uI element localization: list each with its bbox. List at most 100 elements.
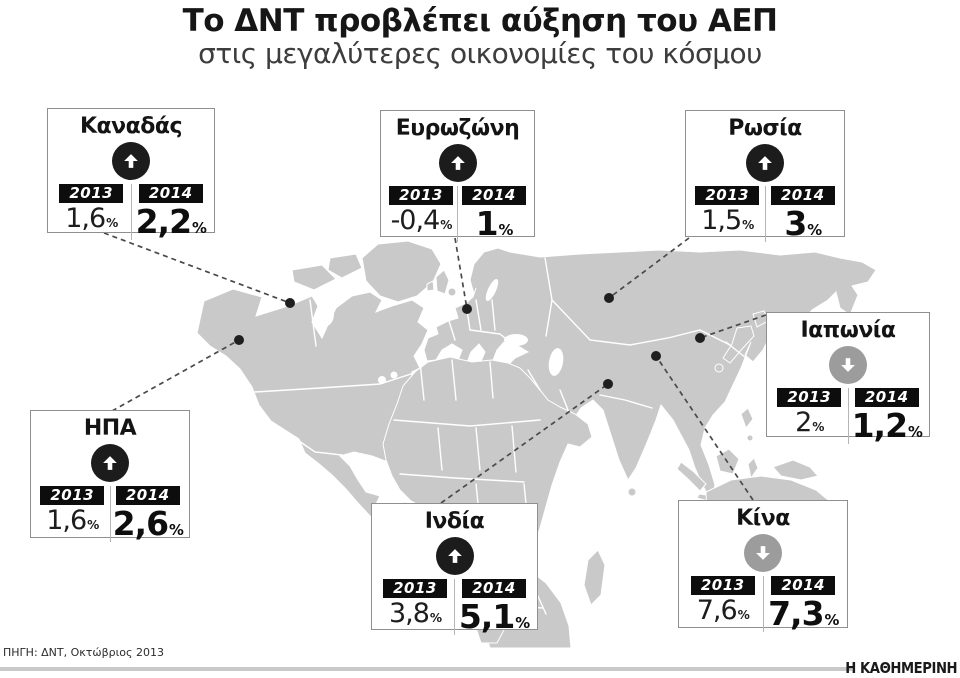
- year-badge-2013: 2013: [690, 576, 755, 595]
- sulawesi: [747, 457, 759, 480]
- value-2013: 1,5%: [701, 205, 754, 236]
- publisher-logo: Η ΚΑΘΗΜΕΡΙΝΗ: [845, 659, 957, 677]
- source-note: ΠΗΓΗ: ΔΝΤ, Οκτώβριος 2013: [3, 646, 164, 659]
- year-badge-2013: 2013: [695, 186, 760, 205]
- connector-india: [440, 383, 609, 504]
- column-divider: [457, 186, 458, 242]
- column-divider: [764, 186, 766, 242]
- country-name: Κίνα: [736, 506, 790, 531]
- connector-usa: [111, 339, 240, 412]
- value-2014: 7,3%: [768, 594, 839, 633]
- value-2014: 2,6%: [112, 504, 184, 543]
- marker-japan: [695, 333, 705, 343]
- country-borders: [527, 369, 569, 411]
- marker-china: [651, 351, 661, 361]
- country-name: Ρωσία: [728, 116, 802, 141]
- column-divider: [109, 486, 111, 542]
- trend-up-icon: [91, 444, 129, 482]
- country-borders: [599, 394, 653, 409]
- country-borders: [393, 419, 541, 427]
- year-badge-2014: 2014: [770, 186, 835, 205]
- country-name: Ινδία: [424, 509, 485, 534]
- callout-russia: Ρωσία 2013 1,5% 2014 3%: [685, 110, 845, 242]
- footer-divider: [0, 667, 852, 671]
- country-name: Ευρωζώνη: [395, 116, 520, 141]
- value-2013: 2%: [795, 407, 824, 438]
- year-badge-2013: 2013: [383, 579, 447, 598]
- country-name: ΗΠΑ: [83, 416, 137, 441]
- callout-eurozone: Ευρωζώνη 2013 -0,4% 2014 1%: [380, 110, 535, 242]
- madagascar: [583, 549, 606, 606]
- black-sea: [504, 334, 528, 346]
- philippines-south: [746, 434, 754, 442]
- callout-canada: Καναδάς 2013 1,6% 2014 2,2%: [47, 108, 215, 240]
- year-badge-2014: 2014: [771, 576, 836, 595]
- callout-china: Κίνα 2013 7,6% 2014 7,3%: [678, 500, 848, 632]
- marker-eurozone: [462, 304, 472, 314]
- value-2013: 7,6%: [696, 595, 750, 626]
- country-borders: [725, 341, 747, 359]
- trend-up-icon: [746, 144, 784, 182]
- year-badge-2013: 2013: [59, 184, 124, 203]
- arctic-island: [327, 253, 363, 279]
- value-2013: 1,6%: [65, 203, 118, 234]
- callout-usa: ΗΠΑ 2013 1,6% 2014 2,6%: [30, 410, 190, 542]
- value-2014: 1,2%: [851, 406, 923, 445]
- baltic-sea: [485, 278, 499, 302]
- country-borders: [448, 299, 519, 349]
- value-2013: 1,6%: [46, 505, 99, 536]
- country-name: Καναδάς: [79, 114, 183, 139]
- callout-japan: Ιαπωνία 2013 2% 2014 1,2%: [766, 312, 930, 444]
- country-borders: [254, 372, 415, 393]
- column-divider: [454, 579, 455, 635]
- sri-lanka: [627, 487, 637, 497]
- value-2014: 3%: [784, 204, 822, 243]
- year-badge-2014: 2014: [854, 388, 919, 407]
- country-borders: [551, 299, 731, 346]
- value-2014: 2,2%: [135, 202, 207, 241]
- year-badge-2014: 2014: [462, 579, 526, 598]
- year-badge-2014: 2014: [138, 184, 203, 203]
- trend-up-icon: [435, 537, 474, 575]
- iceland: [447, 287, 457, 297]
- connector-japan: [699, 314, 767, 339]
- country-borders: [704, 429, 714, 449]
- year-badge-2013: 2013: [40, 486, 105, 505]
- country-borders: [298, 440, 343, 456]
- country-name: Ιαπωνία: [800, 318, 897, 343]
- page-title: Το ΔΝΤ προβλέπει αύξηση του ΑΕΠ: [182, 3, 778, 39]
- value-2013: -0,4%: [390, 205, 453, 236]
- great-lakes: [390, 371, 398, 379]
- country-borders: [437, 425, 517, 473]
- connector-canada: [103, 232, 291, 304]
- marker-india: [603, 379, 613, 389]
- caspian-sea: [548, 348, 564, 376]
- year-badge-2013: 2013: [389, 186, 453, 205]
- greenland: [361, 240, 442, 303]
- sumatra: [676, 461, 707, 492]
- trend-up-icon: [112, 142, 150, 180]
- connector-eurozone: [454, 237, 468, 310]
- country-borders: [419, 359, 494, 401]
- year-badge-2014: 2014: [462, 186, 526, 205]
- page-subtitle: στις μεγαλύτερες οικονομίες του κόσμου: [198, 37, 762, 71]
- connector-china: [655, 355, 754, 501]
- japan-kyushu: [714, 363, 724, 373]
- column-divider: [130, 184, 132, 240]
- column-divider: [847, 388, 849, 444]
- continent-north-america: [196, 288, 460, 581]
- year-badge-2013: 2013: [777, 388, 842, 407]
- trend-down-icon: [744, 534, 782, 572]
- hudson-bay: [318, 302, 334, 326]
- callout-india: Ινδία 2013 3,8% 2014 5,1%: [371, 503, 538, 635]
- value-2014: 5,1%: [458, 597, 530, 636]
- column-divider: [762, 576, 764, 632]
- britain: [435, 269, 450, 295]
- trend-up-icon: [438, 144, 477, 182]
- marker-russia: [604, 293, 614, 303]
- header: Το ΔΝΤ προβλέπει αύξηση του ΑΕΠ στις μεγ…: [0, 4, 960, 70]
- country-borders: [309, 299, 317, 347]
- country-borders: [399, 473, 525, 483]
